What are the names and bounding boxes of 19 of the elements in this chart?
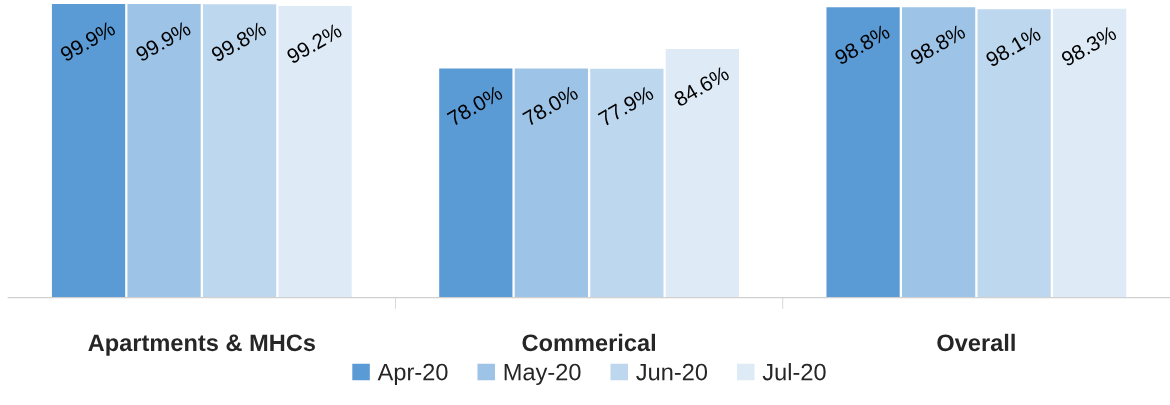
- x-tick-label: Overall: [937, 333, 1015, 352]
- bar: [901, 7, 976, 298]
- bar: [51, 4, 126, 298]
- bar: [278, 6, 352, 298]
- bar: [665, 49, 739, 298]
- bar: [202, 4, 277, 298]
- legend-label: May-20: [504, 363, 581, 386]
- bar: [826, 7, 900, 298]
- legend-label: Jun-20: [636, 363, 708, 381]
- x-tick-label: Commerical: [522, 333, 656, 352]
- x-tick-label: Apartments & MHCs: [88, 334, 315, 356]
- bar: [439, 68, 513, 298]
- legend-label: Apr-20: [377, 363, 448, 386]
- bar: [590, 68, 664, 298]
- bar: [514, 68, 588, 298]
- bar: [1053, 8, 1127, 298]
- legend-label: Jul-20: [762, 363, 826, 381]
- bar: [127, 4, 201, 298]
- bar: [977, 9, 1051, 298]
